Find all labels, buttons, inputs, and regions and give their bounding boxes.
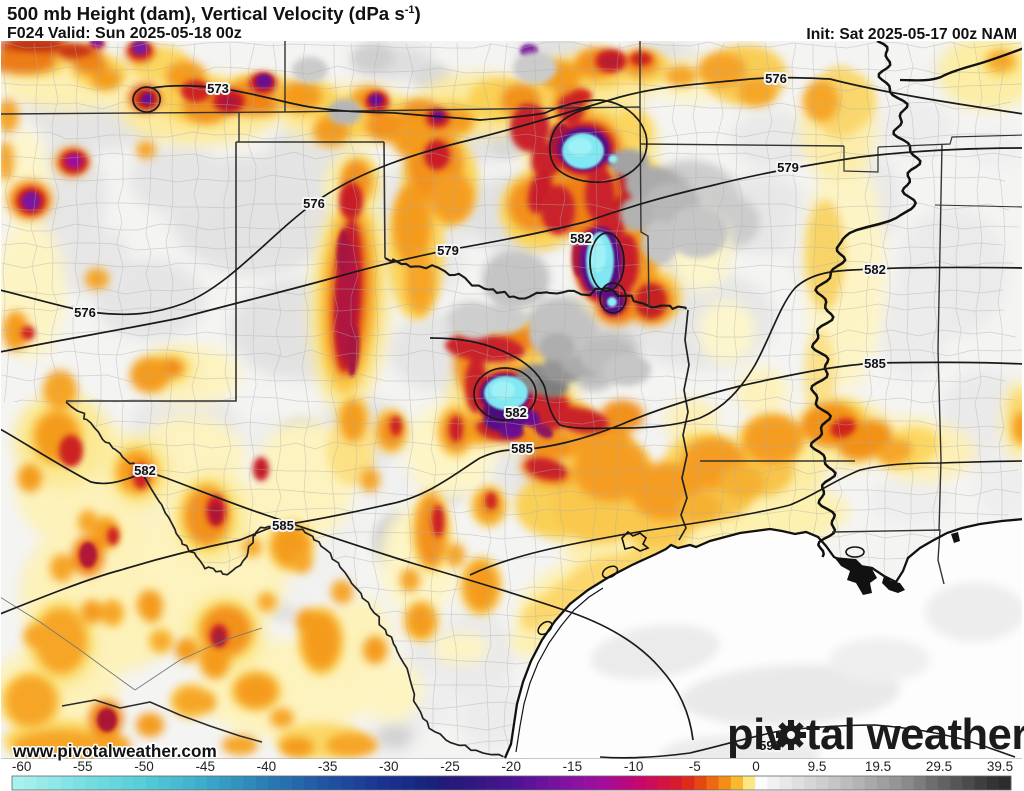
svg-text:-35: -35	[318, 759, 338, 774]
svg-text:tal weather: tal weather	[806, 711, 1024, 759]
svg-text:-50: -50	[134, 759, 154, 774]
svg-text:19.5: 19.5	[865, 759, 891, 774]
svg-text:579: 579	[777, 160, 799, 175]
svg-text:-15: -15	[563, 759, 583, 774]
svg-text:576: 576	[74, 305, 96, 320]
svg-text:582: 582	[864, 262, 886, 277]
svg-text:-20: -20	[501, 759, 521, 774]
svg-text:585: 585	[864, 356, 886, 371]
svg-text:9.5: 9.5	[808, 759, 827, 774]
svg-text:582: 582	[134, 463, 156, 478]
svg-text:-45: -45	[195, 759, 215, 774]
svg-text:573: 573	[207, 81, 229, 96]
svg-text:576: 576	[765, 71, 787, 86]
svg-text:576: 576	[303, 196, 325, 211]
svg-text:0: 0	[752, 759, 760, 774]
svg-text:-5: -5	[689, 759, 701, 774]
svg-text:29.5: 29.5	[926, 759, 952, 774]
svg-text:591: 591	[759, 738, 781, 753]
svg-text:585: 585	[272, 518, 294, 533]
svg-text:-30: -30	[379, 759, 399, 774]
svg-text:www.pivotalweather.com: www.pivotalweather.com	[12, 741, 217, 761]
svg-text:579: 579	[437, 243, 459, 258]
svg-text:-40: -40	[257, 759, 277, 774]
svg-text:-25: -25	[440, 759, 460, 774]
svg-text:-55: -55	[73, 759, 93, 774]
svg-text:39.5: 39.5	[987, 759, 1013, 774]
svg-text:-60: -60	[12, 759, 32, 774]
svg-text:-10: -10	[624, 759, 644, 774]
svg-text:585: 585	[511, 441, 533, 456]
svg-text:582: 582	[570, 231, 592, 246]
svg-text:582: 582	[505, 405, 527, 420]
